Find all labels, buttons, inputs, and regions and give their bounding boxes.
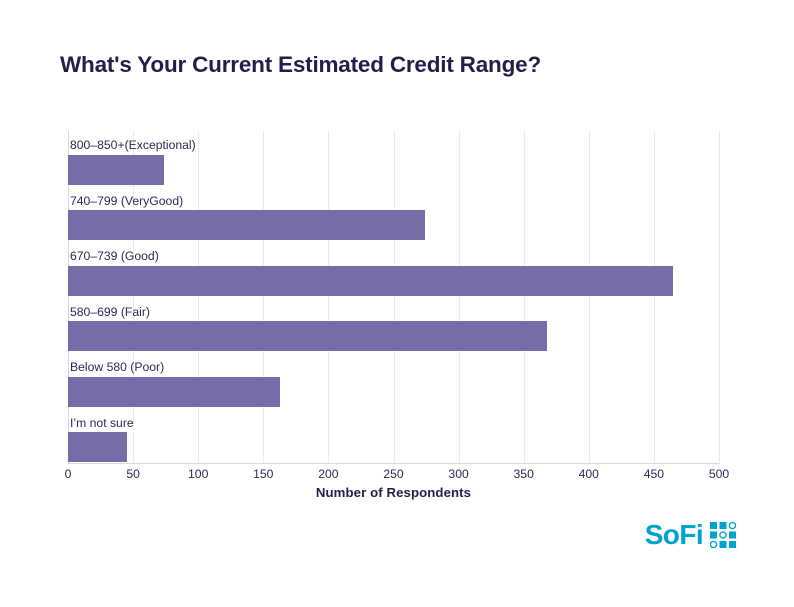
sofi-logo: SoFi <box>645 521 736 549</box>
bar[interactable] <box>68 154 165 185</box>
x-axis-line <box>68 463 719 464</box>
bar[interactable] <box>68 210 425 240</box>
category-label: 580–699 (Fair) <box>70 304 150 319</box>
bar-group: 740–799 (VeryGood) <box>68 195 719 240</box>
bar[interactable] <box>68 265 674 296</box>
x-tick-label: 0 <box>64 467 72 481</box>
bar-group: Below 580 (Poor) <box>68 361 719 407</box>
category-label: 800–850+(Exceptional) <box>70 138 196 153</box>
bar-group: 800–850+(Exceptional) <box>68 139 719 185</box>
sofi-wordmark: SoFi <box>644 519 704 550</box>
bar-group: 580–699 (Fair) <box>68 306 719 351</box>
x-tick-label: 50 <box>126 467 140 481</box>
x-tick-label: 250 <box>383 467 404 481</box>
bar-series: 800–850+(Exceptional) 740–799 (VeryGood) 6… <box>68 131 719 464</box>
bar[interactable] <box>68 432 127 462</box>
category-label: Below 580 (Poor) <box>70 360 165 375</box>
x-tick-label: 500 <box>708 467 730 481</box>
category-label: 670–739 (Good) <box>70 249 159 264</box>
bar-group: I’m not sure <box>68 417 719 462</box>
bar-group: 670–739 (Good) <box>68 250 719 296</box>
x-axis-title: Number of Respondents <box>315 485 472 500</box>
x-tick-label: 200 <box>318 467 339 481</box>
x-tick-label: 100 <box>188 467 209 481</box>
x-tick-label: 150 <box>253 467 274 481</box>
x-tick-label: 350 <box>513 467 534 481</box>
x-tick-label: 400 <box>578 467 599 481</box>
sofi-grid-mark <box>710 522 736 548</box>
category-label: 740–799 (VeryGood) <box>70 193 184 208</box>
x-tick-label: 450 <box>643 467 665 481</box>
plot-area: 800–850+(Exceptional) 740–799 (VeryGood) 6… <box>68 131 720 464</box>
category-label: I’m not sure <box>70 415 134 430</box>
bar[interactable] <box>68 321 548 351</box>
bar[interactable] <box>68 376 281 407</box>
page-title: What's Your Current Estimated Credit Ran… <box>60 52 541 77</box>
gridline <box>719 131 720 464</box>
x-tick-label: 300 <box>448 467 469 481</box>
x-axis-ticks: 0 50 100 150 200 250 300 350 400 450 500 <box>64 464 730 484</box>
